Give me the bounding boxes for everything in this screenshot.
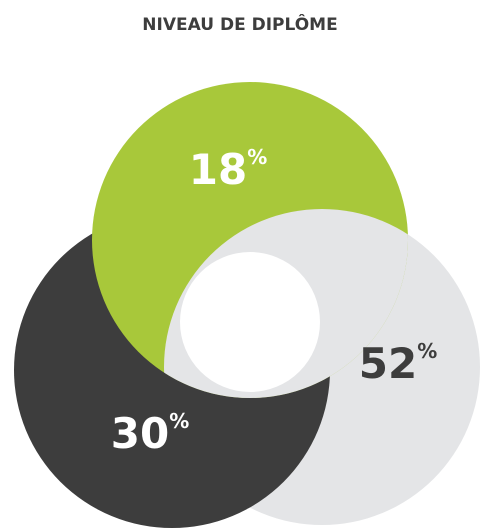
value-label: 18% bbox=[189, 145, 268, 194]
value-label: 52% bbox=[359, 339, 438, 388]
center-hole bbox=[180, 252, 320, 392]
value-label: 30% bbox=[111, 409, 190, 458]
chart-title: NIVEAU DE DIPLÔME bbox=[142, 13, 337, 35]
